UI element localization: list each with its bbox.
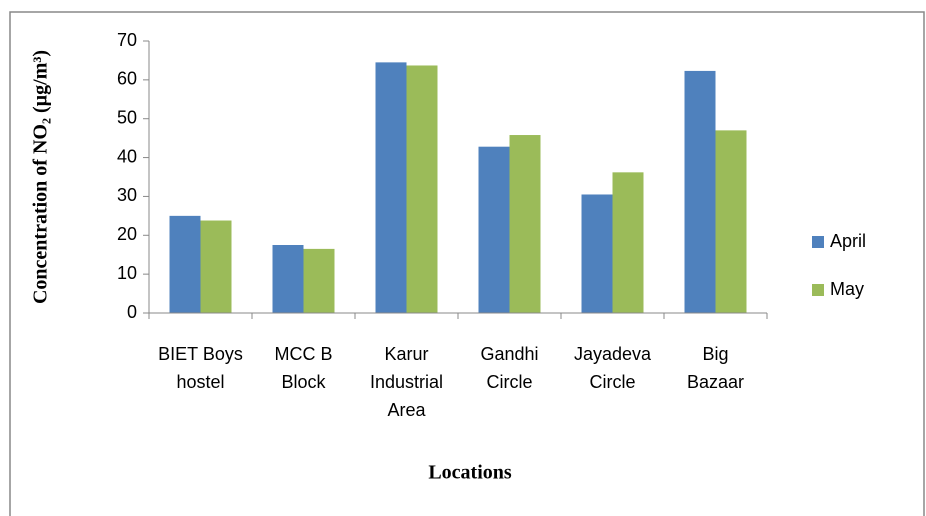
- x-tick-line: Bazaar: [687, 372, 744, 392]
- x-tick-label: BIET Boys hostel: [158, 344, 243, 392]
- y-axis-label: Concentration of NO₂ (µg/m³): [30, 50, 52, 304]
- bar: [478, 146, 510, 313]
- chart-frame: [9, 11, 925, 516]
- y-tick-label: 60: [117, 69, 137, 89]
- y-tick-label: 70: [117, 30, 137, 50]
- x-tick-line: Circle: [589, 372, 635, 392]
- x-tick-line: Area: [387, 400, 426, 420]
- x-tick-line: Jayadeva: [574, 344, 652, 364]
- x-tick-line: hostel: [176, 372, 224, 392]
- bar: [200, 220, 232, 313]
- x-tick-label: Big Bazaar: [687, 344, 744, 392]
- bar: [375, 62, 407, 313]
- y-tick-label: 0: [127, 302, 137, 322]
- x-tick-line: BIET Boys: [158, 344, 243, 364]
- bar: [272, 245, 304, 313]
- x-tick-line: MCC B: [275, 344, 333, 364]
- y-tick-label: 40: [117, 146, 137, 166]
- bar: [612, 172, 644, 313]
- x-tick-line: Karur: [384, 344, 428, 364]
- legend-swatch: [812, 284, 824, 296]
- y-tick-label: 10: [117, 263, 137, 283]
- y-tick-label: 30: [117, 185, 137, 205]
- x-tick-label: Gandhi Circle: [480, 344, 538, 392]
- x-axis-label: Locations: [428, 462, 512, 484]
- x-tick-line: Big: [702, 344, 728, 364]
- legend-swatch: [812, 236, 824, 248]
- y-tick-label: 50: [117, 107, 137, 127]
- x-tick-label: Jayadeva Circle: [574, 344, 652, 392]
- bar: [303, 248, 335, 313]
- y-tick-label: 20: [117, 224, 137, 244]
- x-tick-label: Karur Industrial Area: [370, 344, 443, 420]
- x-tick-line: Circle: [486, 372, 532, 392]
- bar: [169, 215, 201, 313]
- x-tick-line: Gandhi: [480, 344, 538, 364]
- x-tick-line: Industrial: [370, 372, 443, 392]
- bar: [715, 130, 747, 313]
- bar: [509, 135, 541, 313]
- legend-label: April: [830, 231, 866, 251]
- x-tick-label: MCC B Block: [275, 344, 333, 392]
- legend-label: May: [830, 279, 864, 299]
- bar: [406, 65, 438, 313]
- bar: [581, 194, 613, 313]
- bar: [684, 70, 716, 313]
- x-tick-line: Block: [281, 372, 326, 392]
